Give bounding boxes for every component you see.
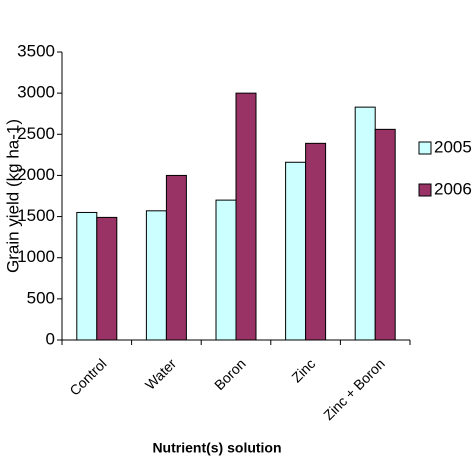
x-tick-label: Control	[66, 355, 109, 398]
y-tick-label: 3500	[17, 41, 55, 60]
bar	[76, 211, 98, 341]
x-tick-label: Boron	[211, 355, 249, 393]
bar	[215, 199, 237, 341]
y-tick-label: 1500	[17, 206, 55, 225]
bar	[145, 210, 167, 341]
bar	[165, 174, 187, 341]
legend-label: 2006	[434, 179, 472, 198]
y-tick-label: 2000	[17, 165, 55, 184]
x-tick-label: Zinc + Boron	[320, 355, 388, 423]
bar	[285, 161, 307, 341]
bar	[374, 128, 396, 341]
y-axis-title: Grain yield (kg ha-1)	[3, 119, 22, 273]
y-tick-label: 2500	[17, 124, 55, 143]
bar	[305, 142, 327, 341]
x-tick-label: Zinc	[288, 355, 318, 385]
legend-swatch	[418, 183, 432, 197]
y-tick-label: 3000	[17, 83, 55, 102]
y-tick-label: 1000	[17, 247, 55, 266]
bar	[96, 216, 118, 341]
legend-swatch	[418, 141, 432, 155]
y-tick-label: 0	[46, 329, 55, 348]
bar	[354, 106, 376, 341]
bar	[235, 92, 257, 341]
y-tick-label: 500	[27, 288, 55, 307]
x-tick-label: Water	[142, 355, 180, 393]
x-axis-title: Nutrient(s) solution	[152, 440, 281, 456]
legend-label: 2005	[434, 137, 472, 156]
